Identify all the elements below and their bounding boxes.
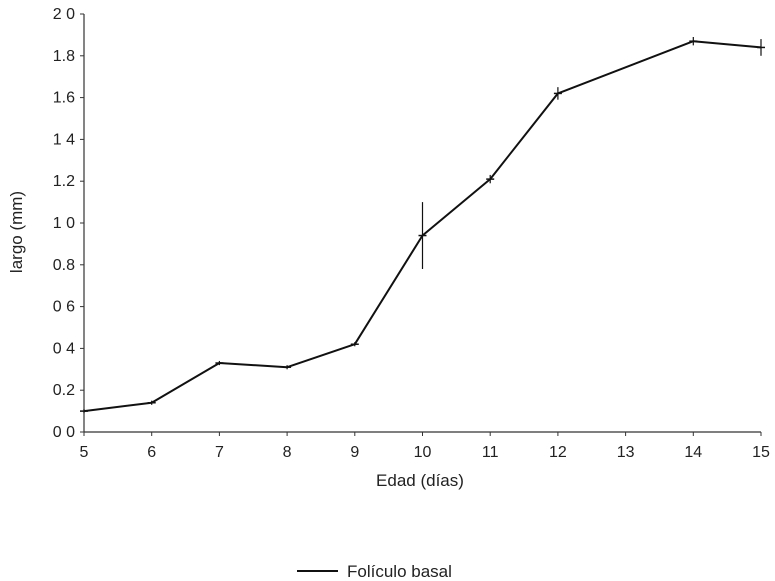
x-tick-label: 13 [617, 444, 635, 461]
x-tick-label: 10 [414, 444, 432, 461]
y-tick-label: 1 4 [53, 131, 75, 148]
x-axis-ticks: 5 6 7 8 9 10 11 12 13 14 15 [80, 432, 770, 461]
series-layer [80, 36, 765, 414]
y-tick-label: 1.8 [53, 48, 75, 65]
x-tick-label: 8 [283, 444, 292, 461]
y-tick-label: 2 0 [53, 6, 75, 23]
y-tick-label: 0 4 [53, 340, 75, 357]
y-axis-ticks: 0 0 0.2 0 4 0 6 0.8 1 0 1.2 1 4 1.6 1.8 2 0 [53, 6, 84, 441]
x-tick-label: 6 [147, 444, 156, 461]
y-axis-label: largo (mm) [7, 191, 26, 273]
x-tick-label: 5 [80, 444, 89, 461]
x-tick-label: 14 [684, 444, 702, 461]
y-tick-label: 0 0 [53, 424, 75, 441]
y-tick-label: 1 0 [53, 215, 75, 232]
x-tick-label: 7 [215, 444, 224, 461]
y-tick-label: 1.6 [53, 90, 75, 107]
x-axis-label: Edad (días) [376, 471, 464, 490]
x-tick-label: 15 [752, 444, 770, 461]
legend-label: Folículo basal [347, 562, 452, 581]
x-tick-label: 12 [549, 444, 567, 461]
y-tick-label: 0.8 [53, 257, 75, 274]
y-tick-label: 1.2 [53, 173, 75, 190]
series-line [83, 40, 762, 413]
x-tick-label: 11 [482, 444, 499, 461]
legend: Folículo basal [297, 562, 452, 581]
y-tick-label: 0.2 [53, 382, 75, 399]
y-tick-label: 0 6 [53, 299, 75, 316]
x-tick-label: 9 [350, 444, 359, 461]
